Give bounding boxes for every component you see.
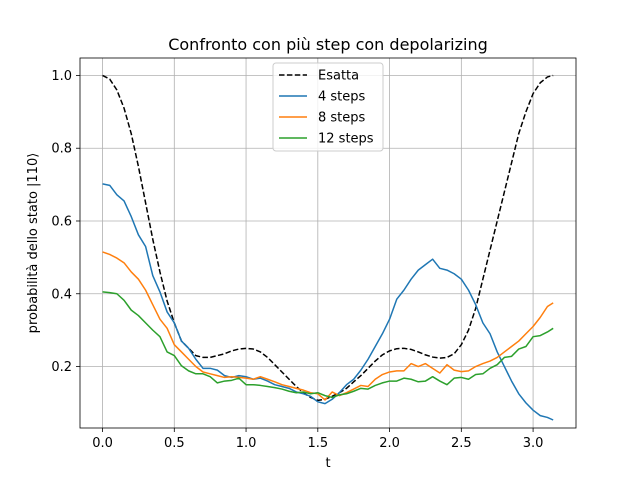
y-tick-label: 0.2 — [51, 360, 72, 375]
y-tick-label: 0.4 — [51, 287, 72, 302]
x-tick-label: 0.0 — [92, 436, 113, 451]
y-tick-label: 0.6 — [51, 214, 72, 229]
x-tick-label: 1.5 — [307, 436, 328, 451]
x-tick-label: 0.5 — [164, 436, 185, 451]
legend-label: 8 steps — [318, 111, 366, 126]
series-line-12-steps — [102, 291, 554, 399]
series-line-4-steps — [102, 183, 554, 421]
y-axis-ticks: 0.2 0.4 0.6 0.8 1.0 — [51, 69, 80, 375]
axes-frame — [79, 57, 577, 429]
x-tick-label: 3.0 — [523, 436, 544, 451]
plot-series — [102, 74, 554, 421]
y-tick-label: 0.8 — [51, 142, 72, 157]
x-tick-label: 2.0 — [379, 436, 400, 451]
y-axis-label: probabilità dello stato |110⟩ — [26, 153, 41, 334]
legend-box — [272, 62, 384, 152]
x-axis-ticks: 0.0 0.5 1.0 1.5 2.0 2.5 3.0 — [92, 428, 543, 451]
x-axis-label: t — [325, 456, 330, 471]
legend-label: 4 steps — [318, 90, 366, 105]
y-tick-label: 1.0 — [51, 69, 72, 84]
x-tick-label: 2.5 — [451, 436, 472, 451]
legend-label: Esatta — [318, 69, 359, 84]
x-tick-label: 1.0 — [236, 436, 257, 451]
grid — [80, 58, 576, 428]
legend-label: 12 steps — [318, 132, 374, 147]
legend: Esatta 4 steps 8 steps 12 steps — [272, 62, 384, 152]
chart-title: Confronto con più step con depolarizing — [168, 35, 488, 54]
